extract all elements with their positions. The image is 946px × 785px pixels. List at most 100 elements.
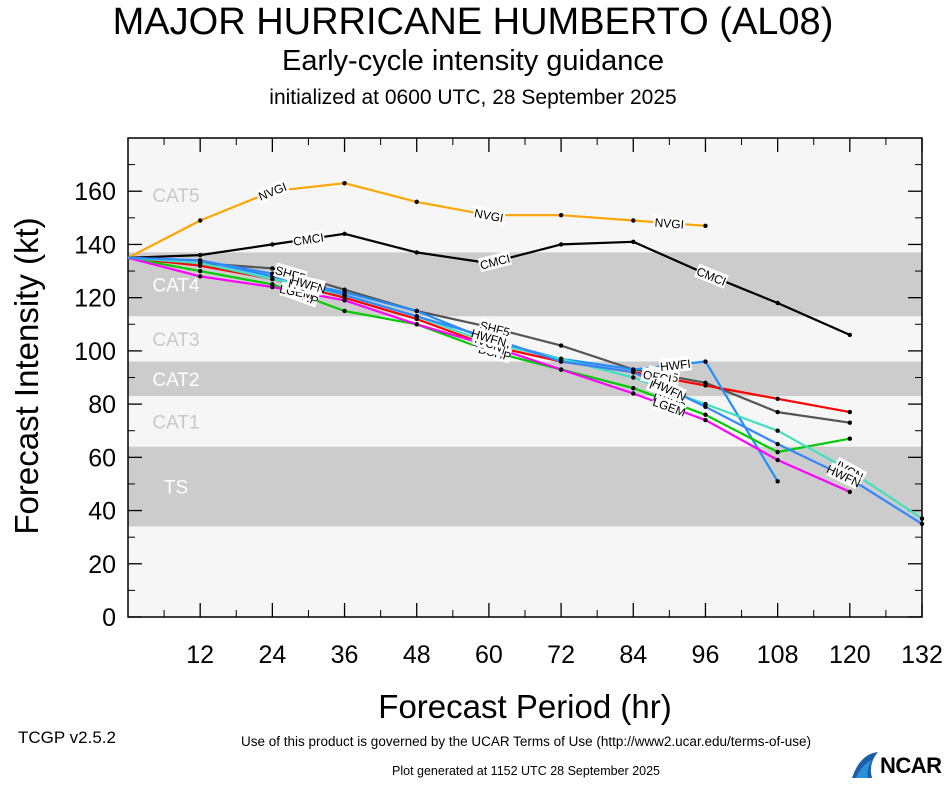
x-tick-label: 132 xyxy=(901,641,943,669)
series-label-bg-hwfn xyxy=(826,462,862,489)
series-label-bg-hwfn xyxy=(651,376,687,403)
data-point-hwfn xyxy=(558,359,564,364)
band-label-cat3: CAT3 xyxy=(152,330,199,351)
ncar-logo-text: NCAR xyxy=(880,753,942,778)
data-point-hwfn xyxy=(775,441,780,447)
data-point-cmci xyxy=(342,231,347,236)
data-point-hwfi xyxy=(775,479,780,484)
data-point-shf5 xyxy=(847,420,853,425)
data-point-nvgi xyxy=(414,199,419,205)
data-point-hwfi xyxy=(414,308,419,314)
series-line-hwfn xyxy=(127,256,923,525)
data-point-shf5 xyxy=(775,409,780,415)
band-label-cat5: CAT5 xyxy=(152,186,199,207)
band-cat2 xyxy=(128,361,922,397)
terms-of-use-text: Use of this product is governed by the U… xyxy=(241,734,811,749)
data-point-lgem xyxy=(847,489,853,495)
data-point-nvgi xyxy=(558,212,564,218)
data-point-nvgi xyxy=(342,181,347,186)
data-point-shf5 xyxy=(558,343,564,348)
data-point-lgem xyxy=(197,274,203,279)
x-tick-label: 60 xyxy=(475,641,503,669)
data-point-dshp xyxy=(847,436,853,441)
data-point-ivcn xyxy=(270,276,275,282)
y-tick-label: 0 xyxy=(102,604,116,632)
version-label: TCGP v2.5.2 xyxy=(18,728,116,747)
ncar-logo-icon xyxy=(852,752,878,778)
data-point-dshp xyxy=(703,412,708,417)
data-point-ivcn xyxy=(775,428,780,433)
series-label-bg-hwfi xyxy=(658,356,693,374)
band-label-cat2: CAT2 xyxy=(152,370,199,391)
data-point-hwfn xyxy=(703,404,708,409)
series-label-nvgi: NVGI xyxy=(654,216,684,232)
y-tick-label: 160 xyxy=(74,178,116,206)
series-label-bg-hwfn xyxy=(291,273,326,296)
data-point-dshp xyxy=(197,268,203,274)
series-label-cmci: CMCI xyxy=(292,230,324,248)
data-point-dshp xyxy=(342,308,347,314)
x-axis-label: Forecast Period (hr) xyxy=(378,688,671,725)
data-point-ofci xyxy=(703,383,708,388)
data-point-ofci xyxy=(775,396,780,401)
data-point-nvgi xyxy=(197,218,203,223)
data-point-cmci xyxy=(558,242,564,247)
y-tick-label: 120 xyxy=(74,285,116,313)
band-label-cat4: CAT4 xyxy=(152,275,200,296)
x-tick-label: 36 xyxy=(331,641,359,669)
series-line-ivcn xyxy=(127,256,923,520)
data-point-cmci xyxy=(631,239,636,244)
data-point-lgem xyxy=(414,322,419,327)
data-point-nvgi xyxy=(631,218,636,223)
data-point-hwfn xyxy=(342,292,347,298)
data-point-cmci xyxy=(270,242,275,247)
data-point-ivcn xyxy=(631,375,636,380)
data-point-nvgi xyxy=(703,223,708,229)
y-tick-label: 100 xyxy=(74,338,116,366)
ncar-logo: NCAR xyxy=(850,750,946,780)
series-label-bg-nvgi xyxy=(652,214,686,232)
band-label-ts: TS xyxy=(164,478,188,499)
data-point-lgem xyxy=(342,298,347,303)
band-ts xyxy=(128,446,922,527)
series-label-nvgi: NVGI xyxy=(473,206,504,225)
chart-subtitle: Early-cycle intensity guidance xyxy=(281,45,664,77)
y-tick-label: 140 xyxy=(74,231,116,259)
data-point-ofci xyxy=(847,409,853,415)
series-label-bg-cmci xyxy=(291,229,326,249)
y-tick-label: 20 xyxy=(88,551,116,579)
series-label-bg-nvgi xyxy=(471,205,506,225)
data-point-hwfn xyxy=(414,314,419,319)
x-tick-label: 24 xyxy=(258,641,286,669)
data-point-cmci xyxy=(414,250,419,255)
data-point-cmci xyxy=(847,332,853,338)
series-label-bg-nvgi xyxy=(254,178,290,204)
x-tick-label: 12 xyxy=(186,641,214,669)
data-point-lgem xyxy=(270,284,275,290)
y-tick-label: 60 xyxy=(88,444,116,472)
data-point-hwfi xyxy=(703,359,708,364)
chart-title: MAJOR HURRICANE HUMBERTO (AL08) xyxy=(112,1,834,43)
data-point-dshp xyxy=(775,449,780,455)
x-tick-label: 48 xyxy=(403,641,431,669)
data-point-hwfn xyxy=(631,369,636,375)
series-label-bg-cmci xyxy=(694,263,729,289)
data-point-lgem xyxy=(703,417,708,423)
data-point-lgem xyxy=(775,457,780,463)
data-point-hwfn xyxy=(919,521,925,527)
y-tick-label: 40 xyxy=(88,498,116,526)
x-tick-label: 72 xyxy=(547,641,575,669)
x-tick-label: 84 xyxy=(619,641,647,669)
x-tick-label: 120 xyxy=(829,641,871,669)
x-tick-label: 108 xyxy=(757,641,799,669)
series-label-bg-shf5 xyxy=(477,317,513,340)
generated-time-label: Plot generated at 1152 UTC 28 September … xyxy=(392,764,660,778)
band-label-cat1: CAT1 xyxy=(152,412,199,433)
data-point-lgem xyxy=(558,367,564,372)
init-time-label: initialized at 0600 UTC, 28 September 20… xyxy=(269,86,677,109)
data-point-hwfn xyxy=(197,258,203,263)
data-point-shf5 xyxy=(270,266,275,271)
x-tick-label: 96 xyxy=(692,641,720,669)
data-point-cmci xyxy=(197,252,203,258)
